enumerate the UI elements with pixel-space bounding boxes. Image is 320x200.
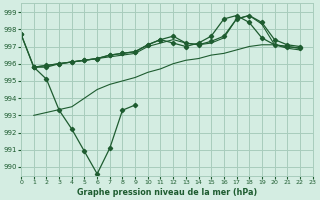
X-axis label: Graphe pression niveau de la mer (hPa): Graphe pression niveau de la mer (hPa)	[77, 188, 257, 197]
